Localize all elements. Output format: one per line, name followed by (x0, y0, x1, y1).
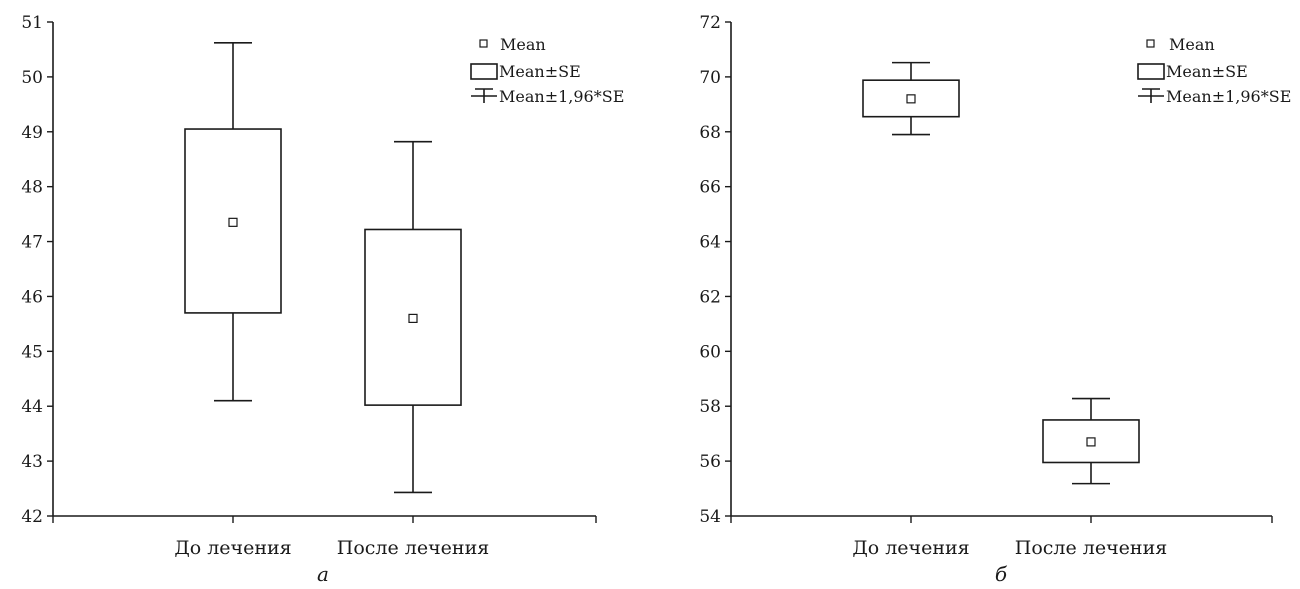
y-tick-label: 42 (21, 507, 43, 527)
y-tick-label: 48 (21, 178, 43, 198)
legend-mean-label: Mean (500, 35, 546, 54)
y-tick-label: 51 (21, 13, 43, 33)
y-tick-label: 60 (699, 342, 721, 362)
mean-marker (1086, 437, 1096, 447)
y-tick-label: 54 (699, 507, 721, 527)
legend-se-marker (1137, 63, 1165, 80)
category-label-after: После лечения (1015, 537, 1167, 559)
panel-label: б (995, 562, 1008, 584)
y-ticks: 42 43 44 45 46 47 48 49 50 51 (21, 13, 53, 527)
category-label-before: До лечения (174, 537, 291, 559)
y-tick-label: 43 (21, 452, 43, 472)
legend-mean-marker (479, 39, 488, 48)
legend-se-marker (470, 63, 498, 80)
mean-marker (408, 313, 418, 323)
legend: Mean Mean±SE Mean±1,96*SE (1137, 35, 1291, 106)
mean-marker (228, 217, 238, 227)
x-ticks (52, 516, 597, 523)
y-tick-label: 66 (699, 178, 721, 198)
category-label-after: После лечения (337, 537, 489, 559)
panel-label: а (317, 562, 329, 584)
y-tick-label: 64 (699, 233, 721, 253)
legend-se-label: Mean±SE (499, 62, 581, 81)
category-label-before: До лечения (852, 537, 969, 559)
y-tick-label: 72 (699, 13, 721, 33)
y-tick-label: 56 (699, 452, 721, 472)
y-ticks: 54 56 58 60 62 64 66 68 70 72 (699, 13, 731, 527)
y-tick-label: 70 (699, 68, 721, 88)
plot-marks (862, 61, 1140, 485)
y-tick-label: 47 (21, 233, 43, 253)
mean-marker (906, 94, 916, 104)
y-tick-label: 45 (21, 342, 43, 362)
x-ticks (730, 516, 1273, 523)
legend-mean-label: Mean (1169, 35, 1215, 54)
y-tick-label: 44 (21, 397, 43, 417)
y-tick-label: 58 (699, 397, 721, 417)
legend-mean-marker (1146, 39, 1155, 48)
panel-a: 42 43 44 45 46 47 48 49 50 51 До лечения После ле… (21, 13, 624, 586)
y-tick-label: 62 (699, 287, 721, 307)
plot-marks (184, 42, 462, 494)
y-tick-label: 49 (21, 123, 43, 143)
y-tick-label: 50 (21, 68, 43, 88)
legend: Mean Mean±SE Mean±1,96*SE (470, 35, 624, 106)
panel-b: 54 56 58 60 62 64 66 68 70 72 До лечения После ле… (699, 13, 1291, 586)
legend-ci-label: Mean±1,96*SE (1166, 87, 1291, 106)
legend-ci-label: Mean±1,96*SE (499, 87, 624, 106)
y-tick-label: 68 (699, 123, 721, 143)
y-tick-label: 46 (21, 287, 43, 307)
legend-se-label: Mean±SE (1166, 62, 1248, 81)
